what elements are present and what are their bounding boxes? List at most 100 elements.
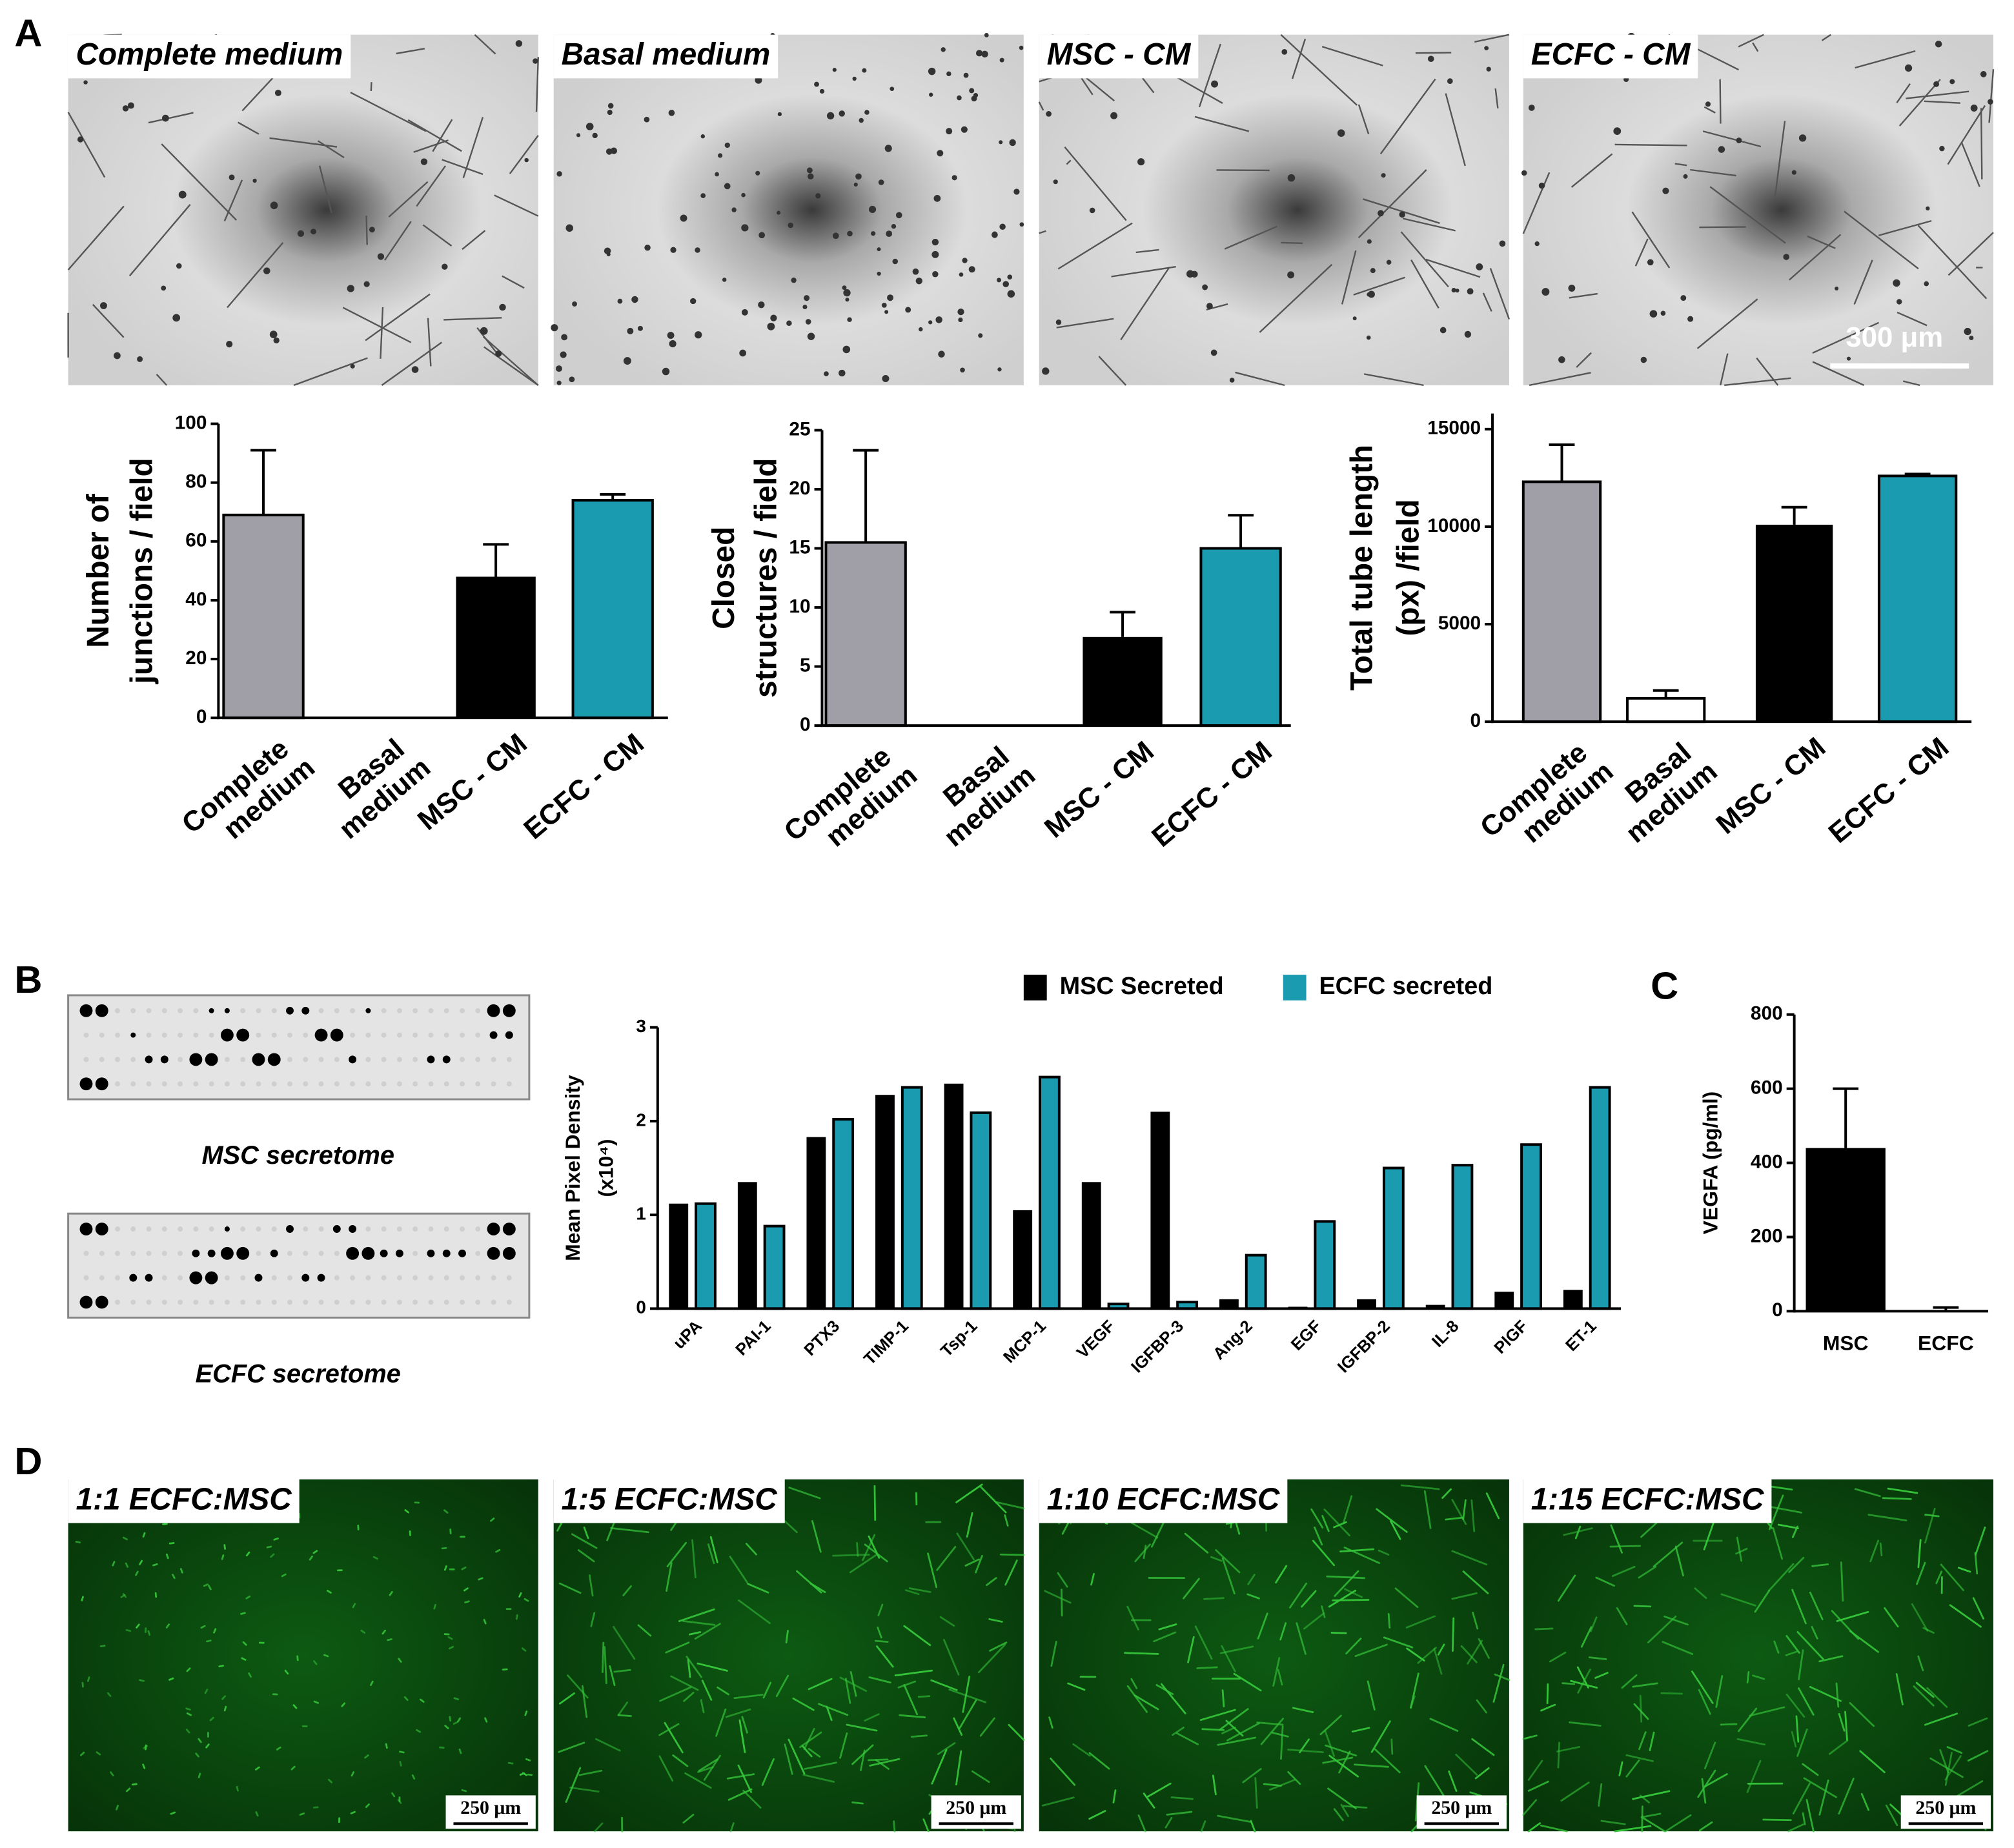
tube: [535, 57, 539, 112]
tube: [1353, 276, 1406, 296]
spot: [286, 1225, 294, 1233]
tube: [483, 346, 539, 386]
cell: [988, 1618, 1003, 1623]
cell: [127, 102, 134, 109]
legend-label: ECFC secreted: [1319, 973, 1492, 1000]
cell: [731, 207, 737, 212]
cell: [1616, 1607, 1628, 1625]
tube: [1576, 352, 1592, 368]
cell: [312, 1806, 319, 1809]
caption-background: [1039, 34, 1199, 79]
cell: [1280, 1725, 1284, 1760]
y-tick-label: 10: [789, 596, 810, 617]
cell: [851, 1801, 864, 1805]
cell: [1494, 1673, 1510, 1681]
cell-texture: [75, 1488, 533, 1823]
cell: [372, 1556, 378, 1560]
y-axis-label: Number of: [81, 494, 116, 648]
tube: [1415, 52, 1452, 54]
cell: [1772, 1527, 1784, 1560]
x-tick-label: ET-1: [1562, 1317, 1600, 1355]
spot: [271, 1226, 277, 1232]
cell: [1697, 1769, 1716, 1798]
cell: [1849, 1702, 1875, 1727]
cell: [1301, 1590, 1317, 1608]
cell: [1330, 1632, 1347, 1634]
cell: [556, 380, 562, 385]
x-tick-label: Ang-2: [1210, 1317, 1256, 1364]
tube: [318, 165, 333, 214]
spot: [252, 1053, 265, 1066]
cell: [989, 1641, 1008, 1652]
cell: [1653, 1541, 1683, 1568]
cell: [1008, 1723, 1025, 1741]
x-tick-label: Complete medium: [1474, 731, 1620, 867]
cell: [1184, 1532, 1209, 1554]
cell: [1854, 1488, 1881, 1498]
cell: [284, 1669, 289, 1675]
spot: [303, 1226, 309, 1232]
cell: [957, 308, 964, 316]
cell: [1218, 1708, 1249, 1731]
cell: [1410, 1672, 1419, 1709]
tube: [1988, 69, 1995, 123]
cell: [1048, 1716, 1053, 1729]
tube: [1474, 34, 1510, 43]
x-tick-label: Complete medium: [778, 735, 923, 871]
cell: [572, 301, 577, 307]
cell: [871, 231, 876, 236]
cell: [1387, 1612, 1391, 1629]
cell: [955, 1750, 962, 1786]
tube: [1696, 298, 1758, 349]
cell: [1303, 1612, 1325, 1630]
spot: [396, 1032, 402, 1038]
spot: [381, 1275, 387, 1281]
spot: [115, 1275, 120, 1281]
spot: [115, 1081, 120, 1087]
cell: [961, 126, 968, 133]
spot: [442, 1055, 451, 1064]
tube: [1445, 93, 1466, 167]
cell: [667, 332, 675, 339]
cell-network: [1522, 34, 1995, 387]
cell: [255, 1811, 259, 1817]
spot: [475, 1081, 481, 1087]
cell: [1126, 1685, 1148, 1713]
tube: [92, 303, 125, 338]
caption-background: [553, 1479, 785, 1523]
cell: [1343, 1547, 1381, 1564]
tube: [1898, 79, 1941, 127]
cell: [1050, 1757, 1076, 1786]
cell: [204, 1689, 209, 1694]
bar: [1589, 1086, 1611, 1310]
spot: [178, 1081, 183, 1087]
cell: [1342, 1495, 1353, 1525]
y-tick-label: 1: [636, 1203, 646, 1223]
cell: [1556, 1746, 1581, 1752]
cell: [786, 320, 792, 326]
cell: [360, 1629, 366, 1634]
spot: [79, 1295, 93, 1309]
cell: [107, 1692, 112, 1697]
spot: [475, 1250, 481, 1256]
cell: [609, 1665, 616, 1687]
x-tick-label: IL-8: [1429, 1317, 1462, 1351]
cell: [1447, 78, 1453, 84]
cell: [1219, 1645, 1254, 1654]
spot: [193, 1081, 199, 1087]
cell: [1917, 1539, 1922, 1569]
cell: [709, 1536, 718, 1563]
cell: [1221, 1557, 1236, 1595]
cell: [461, 1789, 467, 1792]
cell: [842, 345, 851, 354]
cell: [670, 1675, 699, 1691]
cell: [1050, 1641, 1057, 1667]
cell: [1378, 1549, 1390, 1556]
cell: [273, 337, 280, 344]
tube: [1947, 105, 1986, 165]
tube: [1057, 222, 1133, 270]
spot: [83, 1032, 89, 1038]
cell: [1785, 1635, 1800, 1654]
image-caption: ECFC - CM: [1531, 37, 1691, 72]
tube: [1960, 142, 1980, 187]
